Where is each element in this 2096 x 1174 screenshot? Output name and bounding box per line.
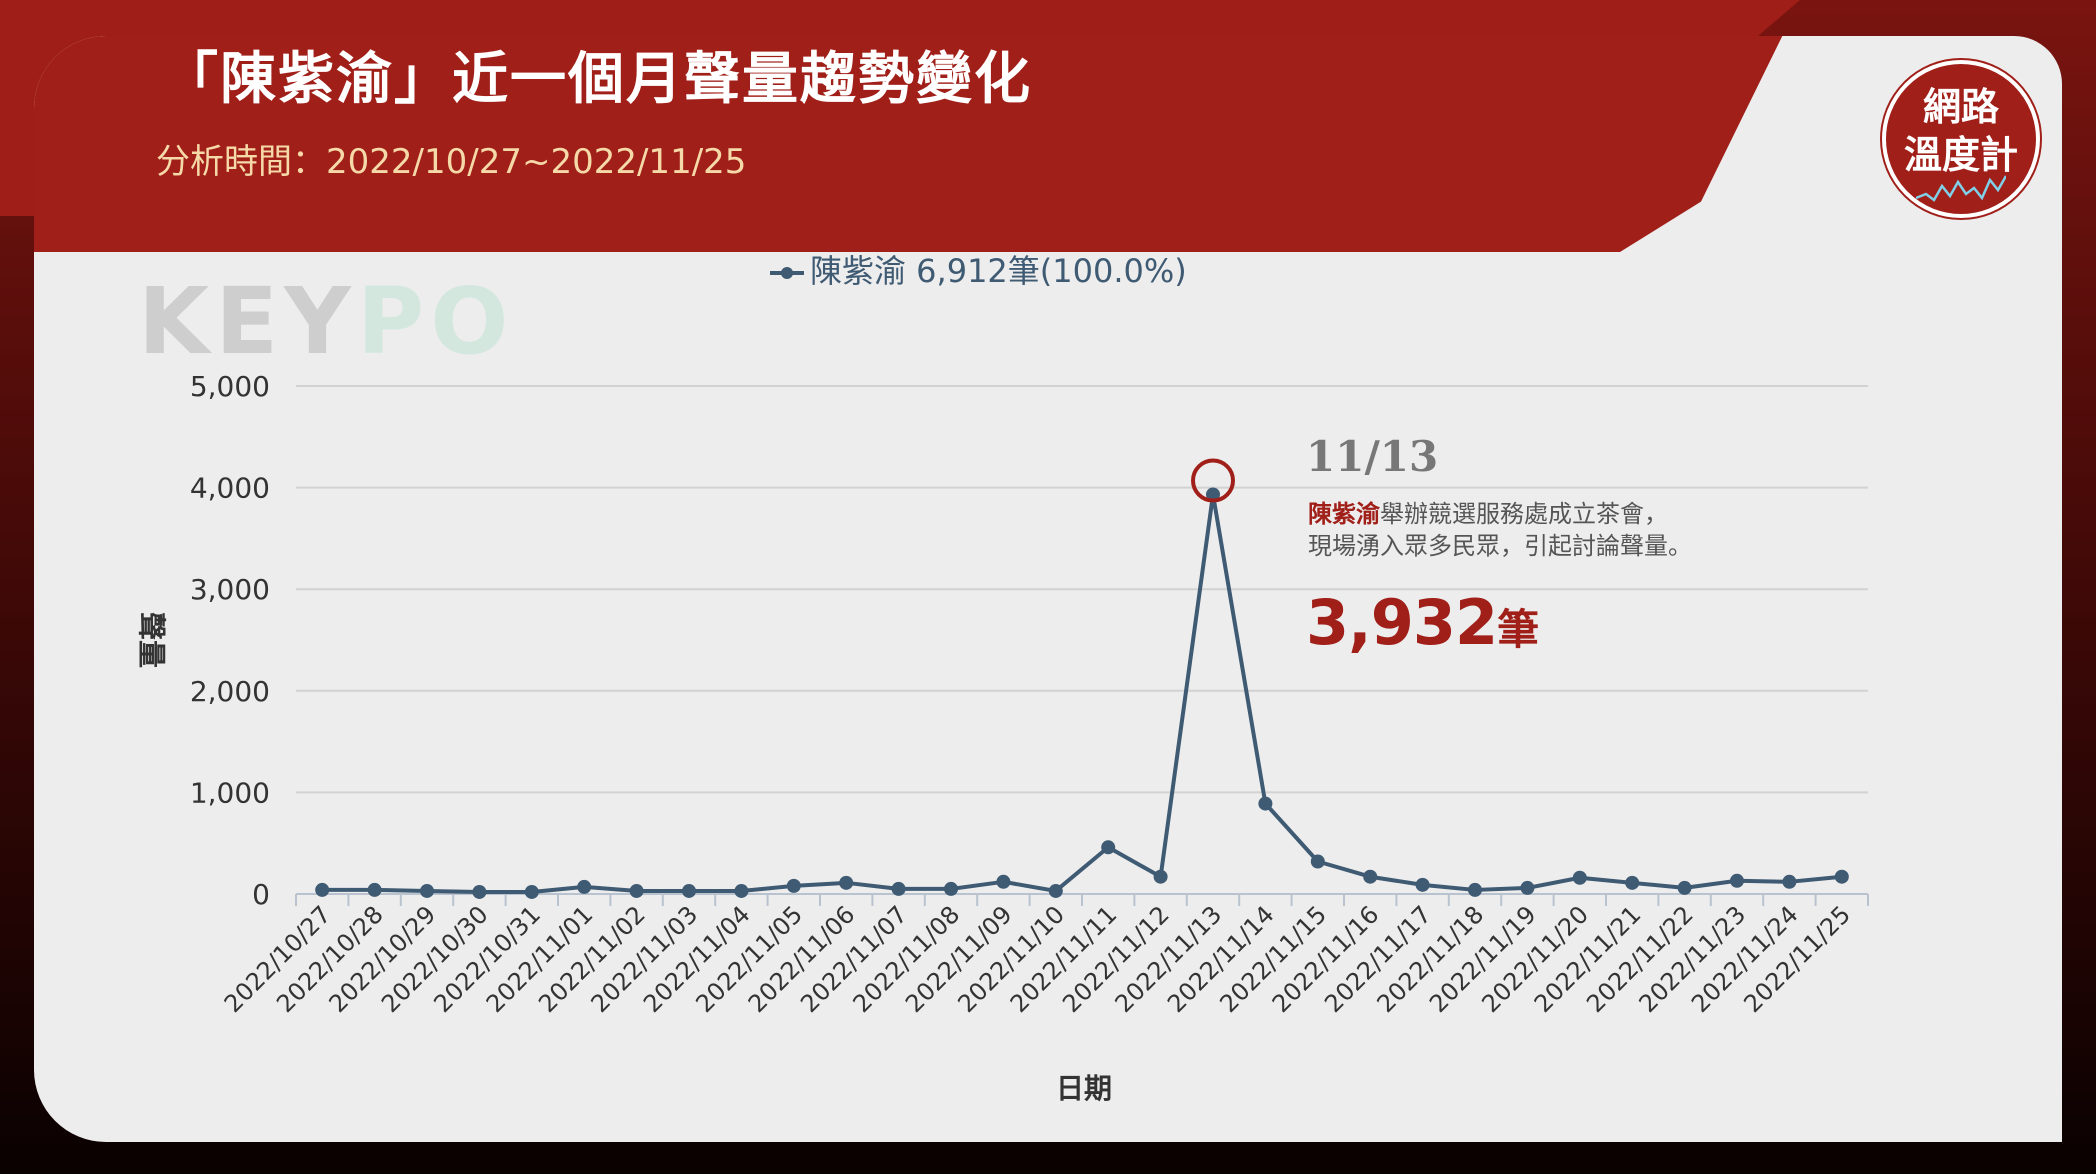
data-point (734, 883, 749, 898)
brand-badge: 網路 溫度計 (1882, 60, 2040, 218)
data-point (1782, 874, 1797, 889)
brand-badge-line1: 網路 (1922, 85, 1999, 129)
peak-highlight-ring (1191, 458, 1235, 503)
y-tick-label: 2,000 (190, 675, 270, 708)
data-point (1625, 875, 1640, 890)
annotation-line1: 舉辦競選服務處成立茶會， (1380, 500, 1668, 528)
data-point (1677, 880, 1692, 895)
annotation-value: 3,932筆 (1306, 586, 1539, 659)
data-point (891, 881, 906, 896)
data-point (1520, 880, 1535, 895)
data-point (1310, 854, 1325, 869)
trend-line-icon (1916, 175, 2006, 202)
data-point (1834, 869, 1849, 884)
data-point (1468, 882, 1482, 897)
series-line (322, 492, 1842, 894)
data-point (786, 878, 801, 893)
data-point (1048, 883, 1063, 898)
annotation-number: 3,932 (1306, 586, 1498, 659)
chart-legend[interactable]: 陳紫渝 6,912筆(100.0%) (770, 246, 1187, 292)
data-point (367, 882, 382, 897)
y-axis-title: 聲量 (135, 612, 168, 668)
data-point (1730, 873, 1744, 888)
data-point (1258, 796, 1273, 811)
y-tick-label: 1,000 (190, 776, 270, 809)
legend-marker-icon (770, 267, 804, 279)
annotation-date: 11/13 (1306, 432, 1439, 481)
data-point (1153, 869, 1168, 884)
data-point (1206, 487, 1220, 502)
x-axis-title: 日期 (1056, 1072, 1112, 1105)
y-tick-label: 0 (252, 878, 270, 911)
data-point (472, 884, 487, 899)
data-point (315, 882, 330, 897)
data-point (629, 883, 644, 898)
card-header-shape (34, 36, 1800, 252)
analysis-period: 分析時間：2022/10/27~2022/11/25 (156, 142, 747, 182)
annotation-unit: 筆 (1497, 605, 1540, 654)
legend-label: 陳紫渝 6,912筆(100.0%) (810, 252, 1187, 290)
data-point (839, 875, 854, 890)
keypo-watermark: KEYPO (138, 268, 514, 375)
brand-badge-line2: 溫度計 (1903, 133, 2018, 177)
data-point (1415, 877, 1430, 892)
page-title: 「陳紫渝」近一個月聲量趨勢變化 (162, 47, 1032, 112)
data-point (420, 883, 434, 898)
data-point (682, 883, 696, 898)
y-tick-label: 3,000 (190, 573, 270, 606)
annotation-text: 陳紫渝舉辦競選服務處成立茶會， 現場湧入眾多民眾，引起討論聲量。 (1308, 498, 1692, 562)
data-point (1363, 869, 1378, 884)
annotation-person: 陳紫渝 (1308, 500, 1380, 528)
watermark-po: PO (356, 268, 515, 375)
y-tick-label: 5,000 (190, 370, 270, 403)
data-point (996, 874, 1011, 889)
y-tick-label: 4,000 (190, 472, 270, 505)
annotation-line2: 現場湧入眾多民眾，引起討論聲量。 (1308, 532, 1692, 560)
data-point (577, 879, 592, 894)
data-point (524, 884, 539, 899)
data-point (1572, 870, 1587, 885)
data-point (944, 881, 958, 896)
watermark-key: KEY (138, 268, 357, 375)
data-point (1101, 840, 1116, 855)
